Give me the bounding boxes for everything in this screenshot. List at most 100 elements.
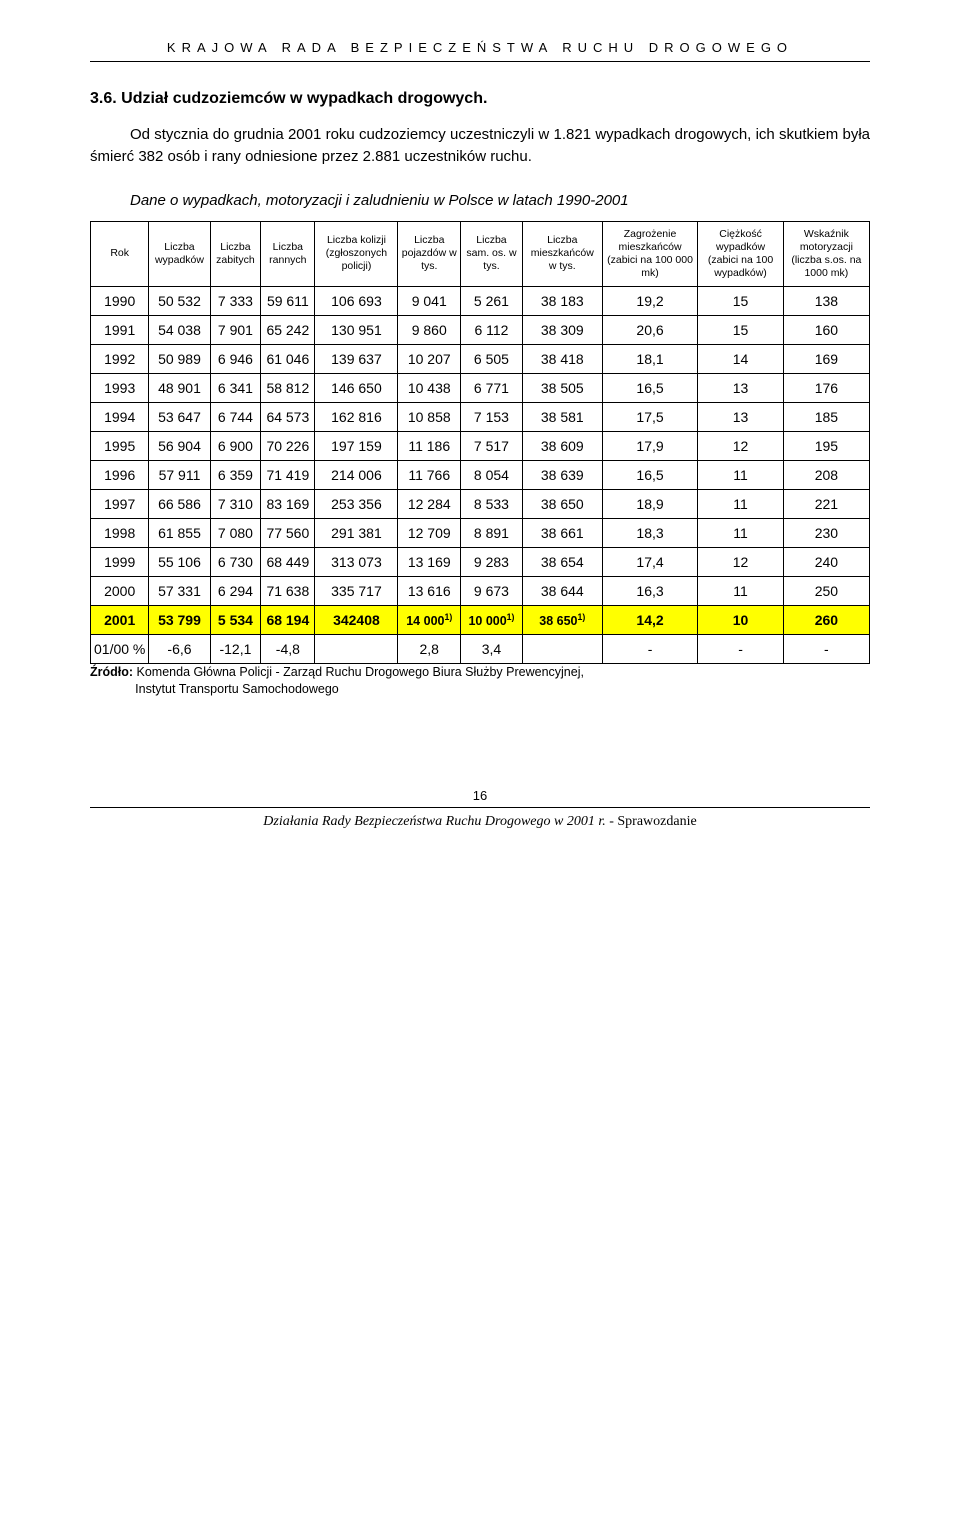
table-header-cell: Zagrożenie mieszkańców (zabici na 100 00… xyxy=(602,221,698,287)
table-row: 199050 5327 33359 611106 6939 0415 26138… xyxy=(91,287,870,316)
table-cell: 38 654 xyxy=(522,548,602,577)
table-cell: 65 242 xyxy=(261,316,315,345)
table-cell: 16,3 xyxy=(602,577,698,606)
table-cell: 13 xyxy=(698,403,783,432)
table-cell: 12 xyxy=(698,548,783,577)
table-cell: 1997 xyxy=(91,490,149,519)
table-cell: 6 505 xyxy=(461,345,523,374)
table-cell: - xyxy=(698,635,783,664)
table-header-row: RokLiczba wypadkówLiczba zabitychLiczba … xyxy=(91,221,870,287)
table-cell: 8 533 xyxy=(461,490,523,519)
table-cell: 1990 xyxy=(91,287,149,316)
table-cell: 1991 xyxy=(91,316,149,345)
table-cell: 7 153 xyxy=(461,403,523,432)
table-cell: 253 356 xyxy=(315,490,398,519)
table-cell: 11 xyxy=(698,461,783,490)
table-row: 199453 6476 74464 573162 81610 8587 1533… xyxy=(91,403,870,432)
table-cell: 335 717 xyxy=(315,577,398,606)
table-cell: 83 169 xyxy=(261,490,315,519)
table-cell: 138 xyxy=(783,287,869,316)
table-cell: 1998 xyxy=(91,519,149,548)
table-cell: 68 194 xyxy=(261,606,315,635)
table-cell: 7 901 xyxy=(210,316,261,345)
org-header: KRAJOWA RADA BEZPIECZEŃSTWA RUCHU DROGOW… xyxy=(90,40,870,55)
table-cell: 53 799 xyxy=(149,606,210,635)
table-cell: 54 038 xyxy=(149,316,210,345)
table-cell: 70 226 xyxy=(261,432,315,461)
table-header-cell: Liczba kolizji (zgłoszonych policji) xyxy=(315,221,398,287)
table-row: 199250 9896 94661 046139 63710 2076 5053… xyxy=(91,345,870,374)
table-cell: 57 911 xyxy=(149,461,210,490)
table-cell: 6 900 xyxy=(210,432,261,461)
table-cell: 16,5 xyxy=(602,374,698,403)
table-row: 200057 3316 29471 638335 71713 6169 6733… xyxy=(91,577,870,606)
table-cell: 38 650 xyxy=(522,490,602,519)
table-cell: 2,8 xyxy=(398,635,461,664)
table-row: 199556 9046 90070 226197 15911 1867 5173… xyxy=(91,432,870,461)
table-header-cell: Liczba pojazdów w tys. xyxy=(398,221,461,287)
table-cell: 176 xyxy=(783,374,869,403)
table-cell: 12 709 xyxy=(398,519,461,548)
table-cell: 71 419 xyxy=(261,461,315,490)
table-header-cell: Liczba mieszkańców w tys. xyxy=(522,221,602,287)
footer-title: Działania Rady Bezpieczeństwa Ruchu Drog… xyxy=(263,814,605,829)
footer-rule xyxy=(90,807,870,808)
section-heading: 3.6. Udział cudzoziemców w wypadkach dro… xyxy=(90,90,870,108)
table-cell: 146 650 xyxy=(315,374,398,403)
table-header-cell: Liczba zabitych xyxy=(210,221,261,287)
table-cell: 12 284 xyxy=(398,490,461,519)
table-cell: 50 989 xyxy=(149,345,210,374)
table-cell: - xyxy=(602,635,698,664)
table-cell: 55 106 xyxy=(149,548,210,577)
table-cell: 7 310 xyxy=(210,490,261,519)
table-cell: 6 946 xyxy=(210,345,261,374)
table-cell: 16,5 xyxy=(602,461,698,490)
table-cell: 7 333 xyxy=(210,287,261,316)
table-cell: 61 046 xyxy=(261,345,315,374)
table-cell: 01/00 % xyxy=(91,635,149,664)
table-cell: 1992 xyxy=(91,345,149,374)
table-cell: 13 xyxy=(698,374,783,403)
table-cell: 38 309 xyxy=(522,316,602,345)
table-cell: 18,9 xyxy=(602,490,698,519)
table-cell: 64 573 xyxy=(261,403,315,432)
page-number: 16 xyxy=(90,788,870,803)
table-cell: 17,5 xyxy=(602,403,698,432)
table-cell: 71 638 xyxy=(261,577,315,606)
table-row: 199955 1066 73068 449313 07313 1699 2833… xyxy=(91,548,870,577)
table-cell: 10 0001) xyxy=(461,606,523,635)
table-cell: 19,2 xyxy=(602,287,698,316)
table-cell: - xyxy=(783,635,869,664)
table-header-cell: Wskaźnik motoryzacji (liczba s.os. na 10… xyxy=(783,221,869,287)
table-cell: 5 534 xyxy=(210,606,261,635)
table-cell: 11 xyxy=(698,490,783,519)
table-cell: 10 438 xyxy=(398,374,461,403)
table-header-cell: Ciężkość wypadków (zabici na 100 wypadkó… xyxy=(698,221,783,287)
table-cell: 18,3 xyxy=(602,519,698,548)
table-cell: 38 644 xyxy=(522,577,602,606)
table-cell: 6 744 xyxy=(210,403,261,432)
table-cell: 8 891 xyxy=(461,519,523,548)
table-cell: 139 637 xyxy=(315,345,398,374)
source-text-1: Komenda Główna Policji - Zarząd Ruchu Dr… xyxy=(133,665,584,679)
table-cell: 61 855 xyxy=(149,519,210,548)
source-label: Źródło: xyxy=(90,665,133,679)
table-header-cell: Liczba sam. os. w tys. xyxy=(461,221,523,287)
table-cell: 1993 xyxy=(91,374,149,403)
table-cell: 2001 xyxy=(91,606,149,635)
table-cell: 11 766 xyxy=(398,461,461,490)
table-cell: 160 xyxy=(783,316,869,345)
footer-rest: - Sprawozdanie xyxy=(606,814,697,829)
table-cell: 14 0001) xyxy=(398,606,461,635)
table-row-highlight: 200153 7995 53468 19434240814 0001)10 00… xyxy=(91,606,870,635)
table-cell: 11 xyxy=(698,519,783,548)
table-header-cell: Rok xyxy=(91,221,149,287)
table-cell: 195 xyxy=(783,432,869,461)
table-cell: 185 xyxy=(783,403,869,432)
table-cell: 240 xyxy=(783,548,869,577)
table-row-summary: 01/00 %-6,6-12,1-4,82,83,4--- xyxy=(91,635,870,664)
table-cell: 9 673 xyxy=(461,577,523,606)
footer: Działania Rady Bezpieczeństwa Ruchu Drog… xyxy=(90,814,870,830)
table-cell: 56 904 xyxy=(149,432,210,461)
table-cell: -12,1 xyxy=(210,635,261,664)
